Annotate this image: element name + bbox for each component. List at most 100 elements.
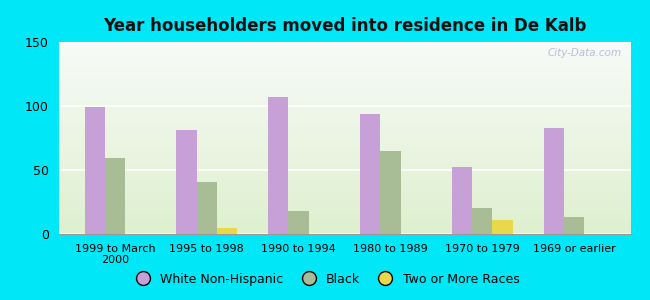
Bar xyxy=(58,145,630,146)
Bar xyxy=(360,114,380,234)
Bar xyxy=(58,87,630,88)
Bar xyxy=(58,99,630,100)
Bar xyxy=(217,228,237,234)
Bar xyxy=(58,104,630,105)
Bar xyxy=(58,73,630,74)
Bar xyxy=(58,206,630,207)
Bar xyxy=(58,42,630,43)
Bar xyxy=(58,135,630,136)
Bar xyxy=(58,229,630,230)
Bar xyxy=(58,228,630,229)
Bar xyxy=(58,203,630,204)
Bar xyxy=(58,181,630,182)
Bar xyxy=(58,107,630,108)
Bar xyxy=(58,67,630,68)
Bar xyxy=(58,63,630,64)
Bar xyxy=(58,149,630,150)
Bar xyxy=(58,49,630,50)
Bar xyxy=(564,218,584,234)
Bar xyxy=(58,146,630,147)
Bar xyxy=(58,215,630,216)
Bar xyxy=(58,201,630,202)
Bar xyxy=(58,45,630,46)
Bar xyxy=(58,94,630,95)
Bar xyxy=(58,59,630,60)
Bar xyxy=(58,140,630,141)
Bar xyxy=(58,199,630,200)
Bar xyxy=(58,86,630,87)
Bar xyxy=(58,80,630,81)
Bar xyxy=(58,168,630,169)
Bar xyxy=(58,186,630,187)
Bar xyxy=(380,151,400,234)
Bar xyxy=(58,93,630,94)
Bar xyxy=(58,62,630,63)
Text: City-Data.com: City-Data.com xyxy=(548,48,622,58)
Bar xyxy=(58,97,630,98)
Bar xyxy=(58,115,630,116)
Bar xyxy=(58,198,630,199)
Bar xyxy=(58,139,630,140)
Bar xyxy=(58,150,630,151)
Bar xyxy=(58,125,630,126)
Bar xyxy=(58,60,630,61)
Bar xyxy=(58,51,630,52)
Bar xyxy=(84,107,105,234)
Bar xyxy=(268,97,289,234)
Bar xyxy=(58,227,630,228)
Bar xyxy=(58,182,630,183)
Bar xyxy=(58,151,630,152)
Bar xyxy=(58,129,630,130)
Bar xyxy=(58,189,630,190)
Bar xyxy=(58,210,630,211)
Bar xyxy=(58,232,630,233)
Bar xyxy=(58,141,630,142)
Bar xyxy=(58,214,630,215)
Bar xyxy=(58,103,630,104)
Bar xyxy=(58,166,630,167)
Bar xyxy=(58,66,630,67)
Bar xyxy=(58,197,630,198)
Bar xyxy=(58,155,630,156)
Bar xyxy=(58,138,630,139)
Bar xyxy=(58,222,630,223)
Bar xyxy=(58,112,630,113)
Bar xyxy=(58,71,630,72)
Bar xyxy=(58,53,630,54)
Bar xyxy=(58,195,630,196)
Bar xyxy=(58,156,630,157)
Bar xyxy=(58,173,630,174)
Bar xyxy=(58,221,630,222)
Bar xyxy=(58,54,630,55)
Bar xyxy=(58,47,630,48)
Bar xyxy=(58,224,630,225)
Bar xyxy=(58,160,630,161)
Bar xyxy=(58,231,630,232)
Bar xyxy=(58,50,630,51)
Bar xyxy=(58,143,630,144)
Bar xyxy=(58,204,630,205)
Bar xyxy=(58,84,630,85)
Bar xyxy=(58,169,630,170)
Bar xyxy=(58,142,630,143)
Bar xyxy=(58,176,630,177)
Bar xyxy=(58,184,630,185)
Bar xyxy=(58,207,630,208)
Bar xyxy=(58,202,630,203)
Bar xyxy=(58,137,630,138)
Bar xyxy=(58,121,630,122)
Bar xyxy=(58,167,630,168)
Bar xyxy=(58,116,630,117)
Bar xyxy=(58,220,630,221)
Bar xyxy=(58,124,630,125)
Bar xyxy=(58,98,630,99)
Bar xyxy=(58,101,630,102)
Bar xyxy=(58,147,630,148)
Bar xyxy=(58,52,630,53)
Bar xyxy=(58,179,630,180)
Bar xyxy=(105,158,125,234)
Bar xyxy=(58,77,630,78)
Bar xyxy=(58,102,630,103)
Bar xyxy=(58,213,630,214)
Bar xyxy=(58,70,630,71)
